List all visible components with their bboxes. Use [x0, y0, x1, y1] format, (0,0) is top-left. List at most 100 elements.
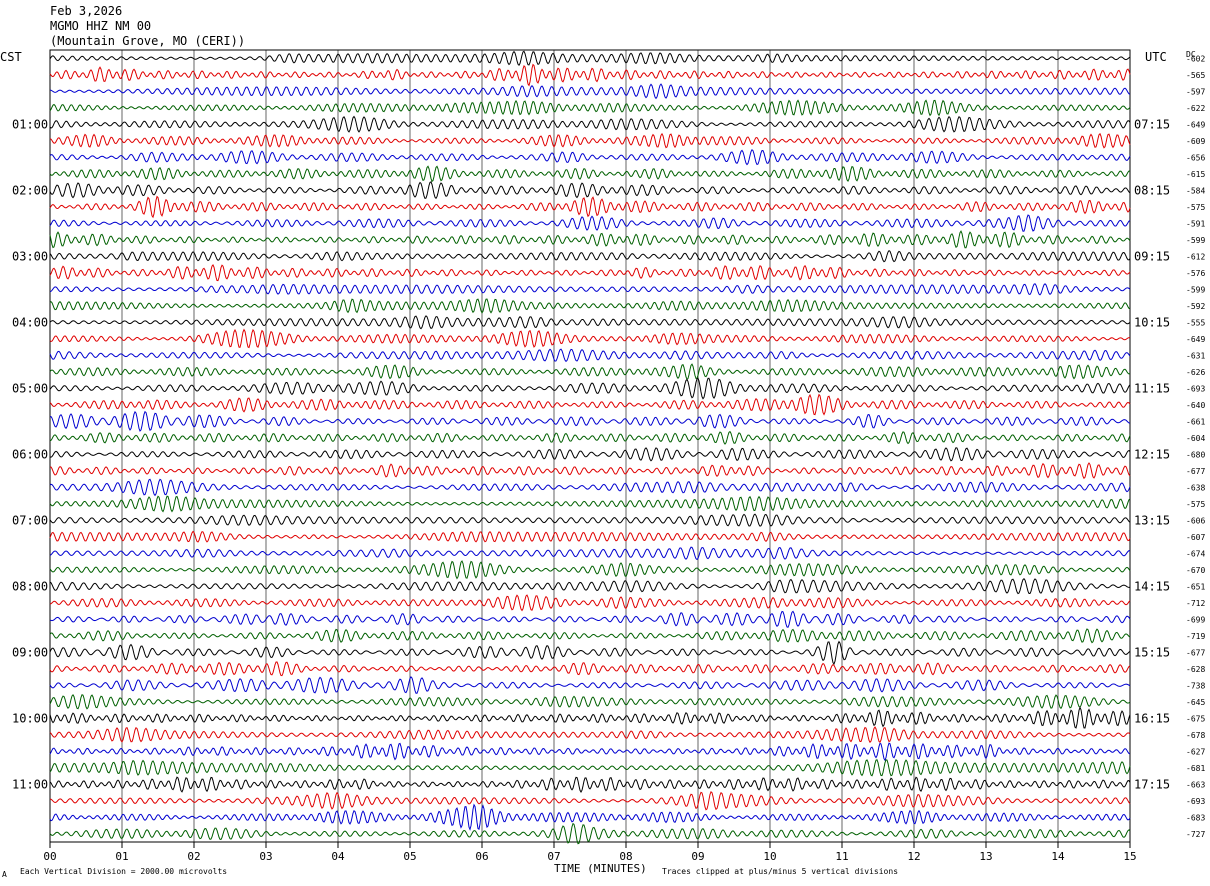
- left-hour-label: 04:00: [12, 315, 48, 329]
- dc-offset-label: -677: [1186, 648, 1205, 657]
- vertical-gridlines: [121, 50, 1059, 842]
- dc-offset-label: -680: [1186, 450, 1205, 459]
- right-hour-label: 10:15: [1134, 315, 1170, 329]
- dc-offset-label: -575: [1186, 500, 1205, 509]
- left-hour-label: 03:00: [12, 249, 48, 263]
- trace-line: [49, 661, 1131, 677]
- dc-offset-label: -719: [1186, 632, 1205, 641]
- x-tick-label: 01: [115, 850, 128, 863]
- x-tick-label: 02: [187, 850, 200, 863]
- right-hour-label: 15:15: [1134, 645, 1170, 659]
- dc-header: DC: [1186, 50, 1196, 59]
- trace-line: [49, 822, 1131, 845]
- trace-line: [49, 363, 1131, 381]
- dc-offset-label: -631: [1186, 351, 1205, 360]
- trace-line: [49, 181, 1131, 200]
- dc-offset-label: -612: [1186, 252, 1205, 261]
- trace-line: [49, 283, 1131, 296]
- trace-line: [49, 628, 1131, 644]
- trace-line: [49, 447, 1131, 462]
- dc-offset-labels: -602 -565 -597 -622 -649 -609 -656 -615 -584 -575…: [1186, 54, 1205, 839]
- trace-line: [49, 83, 1131, 100]
- plot-frame: [49, 49, 1131, 843]
- dc-offset-label: -645: [1186, 698, 1205, 707]
- trace-line: [49, 348, 1131, 363]
- dc-offset-label: -576: [1186, 269, 1205, 278]
- x-tick-label: 15: [1123, 850, 1136, 863]
- x-tick-label: 14: [1051, 850, 1065, 863]
- trace-line: [49, 230, 1131, 249]
- trace-line: [49, 328, 1131, 349]
- dc-offset-label: -712: [1186, 599, 1205, 608]
- right-hour-label: 07:15: [1134, 117, 1170, 131]
- dc-offset-label: -693: [1186, 797, 1205, 806]
- dc-offset-label: -738: [1186, 681, 1205, 690]
- x-tick-label: 12: [907, 850, 920, 863]
- trace-line: [49, 791, 1131, 811]
- dc-offset-label: -693: [1186, 384, 1205, 393]
- left-hour-label: 09:00: [12, 645, 48, 659]
- trace-line: [49, 530, 1131, 543]
- seismic-traces: [49, 50, 1131, 845]
- trace-line: [49, 410, 1131, 432]
- trace-line: [49, 63, 1131, 87]
- x-tick-label: 09: [691, 850, 704, 863]
- trace-line: [49, 546, 1131, 561]
- trace-line: [49, 676, 1131, 694]
- trace-line: [49, 560, 1131, 580]
- trace-line: [49, 610, 1131, 628]
- right-hour-label: 16:15: [1134, 711, 1170, 725]
- trace-line: [49, 803, 1131, 831]
- dc-offset-label: -607: [1186, 533, 1205, 542]
- dc-offset-label: -592: [1186, 302, 1205, 311]
- plot-date: Feb 3,2026: [50, 4, 123, 18]
- dc-offset-label: -681: [1186, 764, 1205, 773]
- dc-offset-label: -626: [1186, 368, 1205, 377]
- x-tick-label: 04: [331, 850, 345, 863]
- left-hour-labels: 01:00 02:00 03:00 04:00 05:00 06:00 07:00 08:00…: [12, 117, 48, 791]
- dc-offset-label: -678: [1186, 731, 1205, 740]
- scale-note: Each Vertical Division = 2000.00 microvo…: [20, 867, 228, 876]
- dc-offset-label: -555: [1186, 318, 1205, 327]
- dc-offset-label: -628: [1186, 665, 1205, 674]
- trace-line: [49, 726, 1131, 744]
- dc-offset-label: -675: [1186, 714, 1205, 723]
- x-axis-title: TIME (MINUTES): [554, 862, 647, 875]
- left-hour-label: 02:00: [12, 183, 48, 197]
- dc-offset-label: -674: [1186, 549, 1205, 558]
- right-hour-label: 08:15: [1134, 183, 1170, 197]
- trace-line: [49, 495, 1131, 513]
- x-tick-label: 03: [259, 850, 272, 863]
- dc-offset-label: -609: [1186, 137, 1205, 146]
- dc-offset-label: -615: [1186, 170, 1205, 179]
- dc-offset-label: -656: [1186, 153, 1205, 162]
- dc-offset-label: -604: [1186, 434, 1205, 443]
- x-axis-ticks: 00 01 02 03 04 05 06 07 08 09 10 11 12 13 14 15: [43, 842, 1137, 863]
- corner-mark: A: [2, 870, 7, 879]
- dc-offset-label: -638: [1186, 483, 1205, 492]
- left-hour-label: 06:00: [12, 447, 48, 461]
- trace-line: [49, 776, 1131, 793]
- x-tick-label: 08: [619, 850, 632, 863]
- trace-line: [49, 214, 1131, 232]
- station-code: MGMO HHZ NM 00: [50, 19, 152, 33]
- dc-offset-label: -591: [1186, 219, 1205, 228]
- x-tick-label: 13: [979, 850, 992, 863]
- dc-offset-label: -683: [1186, 813, 1205, 822]
- clip-note: Traces clipped at plus/minus 5 vertical …: [662, 867, 899, 876]
- dc-offset-label: -565: [1186, 71, 1205, 80]
- trace-line: [49, 693, 1131, 710]
- trace-line: [49, 315, 1131, 330]
- trace-line: [49, 513, 1131, 527]
- dc-offset-label: -677: [1186, 467, 1205, 476]
- right-hour-labels: 07:15 08:15 09:15 10:15 11:15 12:15 13:15 14:15…: [1134, 117, 1170, 791]
- trace-line: [49, 115, 1131, 133]
- trace-line: [49, 462, 1131, 480]
- dc-offset-label: -649: [1186, 335, 1205, 344]
- trace-line: [49, 50, 1131, 66]
- trace-line: [49, 706, 1131, 729]
- dc-offset-label: -599: [1186, 285, 1205, 294]
- right-hour-label: 09:15: [1134, 249, 1170, 263]
- dc-offset-label: -606: [1186, 516, 1205, 525]
